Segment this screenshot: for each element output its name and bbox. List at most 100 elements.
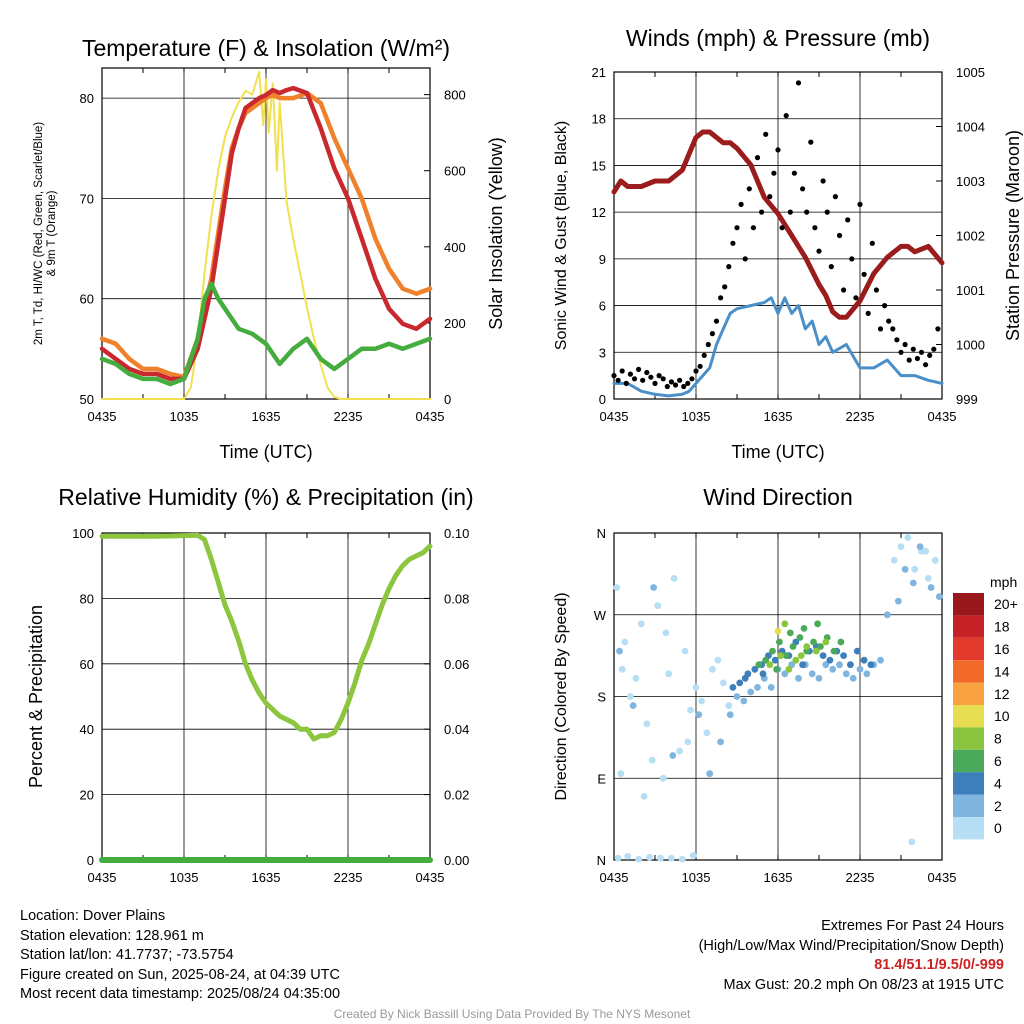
direction-point <box>754 684 761 691</box>
direction-point <box>614 854 622 862</box>
y-tick-label-right: 0.02 <box>444 788 469 803</box>
pressure-line <box>611 129 945 320</box>
direction-point <box>617 770 625 778</box>
direction-point <box>837 638 845 646</box>
y-tick-label-right: 1002 <box>956 229 985 244</box>
y-tick-label-left: 3 <box>599 345 606 360</box>
y-tick-label-right: 200 <box>444 316 466 331</box>
direction-point <box>729 684 737 691</box>
x-tick-label: 2235 <box>334 870 363 885</box>
gust-point <box>779 225 785 231</box>
gust-point <box>631 376 638 382</box>
direction-point <box>826 656 834 664</box>
direction-point <box>847 661 854 669</box>
gust-point <box>664 383 670 390</box>
direction-point <box>616 647 623 655</box>
x-tick-label: 1635 <box>764 870 793 885</box>
gust-point <box>681 383 687 390</box>
gust-point <box>861 271 867 277</box>
legend-label: 8 <box>994 731 1002 747</box>
y-tick-label-right: 400 <box>444 240 466 255</box>
direction-point <box>894 597 902 605</box>
legend-swatch <box>953 705 984 728</box>
y-tick-label-right: 0.00 <box>444 853 469 868</box>
direction-point <box>776 638 783 646</box>
gust-point <box>914 355 921 362</box>
gust-point <box>763 131 769 137</box>
direction-point <box>890 556 898 564</box>
direction-point <box>789 643 797 650</box>
direction-point <box>624 853 632 860</box>
gust-point <box>660 376 666 382</box>
gust-point <box>734 225 740 231</box>
y-tick-label-left: 100 <box>72 526 94 541</box>
gust-point <box>931 346 937 352</box>
y-tick-label-left: 9 <box>599 252 606 267</box>
direction-point <box>643 720 651 728</box>
legend-swatch <box>953 660 984 683</box>
gust-point <box>713 318 720 324</box>
gust-point <box>812 225 818 231</box>
legend-label: 14 <box>994 663 1010 679</box>
direction-point <box>762 656 770 664</box>
direction-point <box>698 697 705 705</box>
y-tick-label-right: 1004 <box>956 120 985 135</box>
gust-point <box>832 194 839 200</box>
y-tick-label-left: 0 <box>87 853 94 868</box>
elevation-text: Station elevation: 128.961 m <box>20 927 204 944</box>
direction-point <box>911 565 919 573</box>
direction-point <box>829 665 837 673</box>
direction-point <box>781 620 789 628</box>
direction-point <box>733 693 741 700</box>
gust-point <box>927 352 933 358</box>
legend-swatch <box>953 615 984 638</box>
recent-text: Most recent data timestamp: 2025/08/24 0… <box>20 986 341 1002</box>
direction-point <box>681 647 689 655</box>
chart-title: Wind Direction <box>703 484 853 510</box>
series-line <box>101 70 431 400</box>
direction-point <box>648 756 656 764</box>
direction-point <box>657 854 664 862</box>
gust-point <box>648 374 654 380</box>
direction-point <box>654 602 662 610</box>
gust-point <box>918 349 925 355</box>
direction-point <box>665 670 673 678</box>
gust-point <box>693 368 699 374</box>
y-tick-label-right: 0.08 <box>444 591 469 606</box>
direction-point <box>771 656 779 664</box>
gust-point <box>877 326 884 332</box>
y-tick-label-right: 999 <box>956 392 978 407</box>
gust-point <box>873 287 880 293</box>
gust-point <box>865 310 871 316</box>
x-tick-label: 1035 <box>682 870 711 885</box>
direction-point <box>678 855 686 863</box>
legend-label: 2 <box>994 798 1002 814</box>
direction-point <box>796 634 804 641</box>
chart-title: Relative Humidity (%) & Precipitation (i… <box>58 484 473 510</box>
legend-label: 6 <box>994 753 1002 769</box>
x-tick-label: 0435 <box>416 870 445 885</box>
direction-point <box>726 711 734 719</box>
gust-point <box>689 376 695 382</box>
gust-point <box>869 240 875 246</box>
y-tick-label-left: 60 <box>80 657 94 672</box>
gust-point <box>677 377 683 383</box>
x-tick-label: 1635 <box>252 409 281 424</box>
gust-point <box>627 371 634 377</box>
direction-point <box>901 565 909 573</box>
y-tick-label-right: 1001 <box>956 283 985 298</box>
gust-point <box>853 295 859 301</box>
direction-point <box>695 711 703 719</box>
gust-point <box>759 209 765 215</box>
latlon-text: Station lat/lon: 41.7737; -73.5754 <box>20 947 234 963</box>
gust-point <box>718 295 724 301</box>
y-tick-label-left: 18 <box>592 112 606 127</box>
legend-swatch <box>953 794 984 817</box>
direction-point <box>669 752 677 759</box>
legend-swatch <box>953 772 984 795</box>
gust-point <box>750 225 757 231</box>
legend-label: 16 <box>994 641 1010 657</box>
y-axis-label-left: 2m T, Td, HI/WC (Red, Green, Scarlet/Blu… <box>33 122 58 345</box>
gust-point <box>894 337 900 343</box>
y-tick-label-right: 0.04 <box>444 722 469 737</box>
